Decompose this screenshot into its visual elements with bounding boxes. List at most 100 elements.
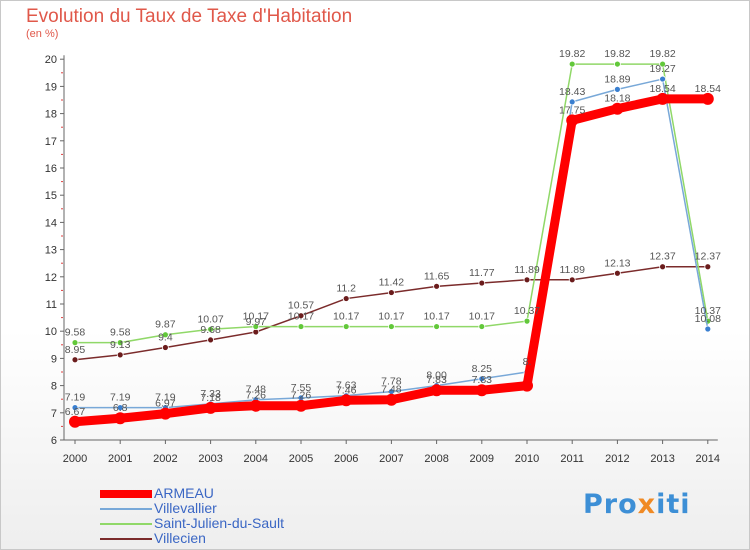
data-label: 11.42 (379, 277, 405, 289)
data-point (568, 276, 576, 284)
legend-label: Saint-Julien-du-Sault (154, 515, 284, 531)
data-point (161, 344, 169, 351)
data-label: 8.25 (472, 363, 493, 375)
data-label: 11.89 (559, 264, 585, 276)
data-point (69, 415, 81, 428)
data-label: 10.37 (695, 305, 721, 317)
data-point (387, 323, 395, 330)
data-label: 12.37 (649, 251, 675, 263)
data-label: 10.17 (378, 311, 404, 323)
data-label: 6.97 (155, 398, 176, 410)
data-label: 18.54 (649, 83, 675, 95)
x-tick-label: 2002 (153, 453, 177, 465)
x-tick-label: 2000 (63, 453, 87, 465)
data-label: 7.19 (110, 392, 131, 404)
data-label: 7.26 (246, 390, 267, 402)
data-point (568, 60, 576, 68)
data-label: 19.82 (649, 48, 675, 60)
data-point (704, 263, 712, 271)
data-point (116, 339, 124, 347)
x-tick-label: 2014 (696, 453, 720, 465)
y-tick-label: 6 (51, 435, 57, 447)
data-point (523, 317, 531, 325)
data-point (523, 276, 531, 284)
x-tick-label: 2008 (424, 453, 448, 465)
x-tick-label: 2003 (198, 453, 222, 465)
chart-subtitle: (en %) (26, 28, 59, 40)
data-label: 10.17 (469, 311, 495, 323)
data-label: 7.33 (200, 388, 221, 400)
data-label: 18.18 (604, 93, 630, 105)
data-point (478, 375, 486, 383)
data-label: 18.54 (695, 83, 721, 95)
logo-part-3: iti (656, 489, 691, 520)
data-point (204, 401, 217, 414)
data-point (207, 336, 215, 344)
data-point (116, 351, 124, 359)
data-point (71, 339, 79, 347)
data-point (161, 331, 169, 339)
data-point (478, 323, 486, 330)
y-tick-label: 8 (51, 381, 57, 393)
data-label: 11.65 (424, 270, 450, 282)
data-label: 10.17 (288, 311, 314, 323)
data-label: 17.75 (559, 104, 585, 116)
data-point (297, 323, 305, 330)
data-point (614, 85, 621, 93)
data-label: 9.68 (200, 324, 221, 336)
data-point (387, 289, 395, 296)
data-label: 7.83 (472, 374, 493, 386)
data-label: 9.97 (246, 316, 267, 328)
data-point (704, 325, 712, 333)
x-tick-label: 2012 (605, 453, 629, 465)
data-point (659, 263, 666, 271)
series-line (75, 78, 709, 409)
data-point (611, 102, 624, 115)
chart-title: Evolution du Taux de Taxe d'Habitation (26, 6, 353, 27)
x-tick-label: 2010 (515, 453, 539, 465)
data-point (566, 114, 579, 127)
data-point (249, 399, 262, 412)
y-tick-label: 14 (45, 217, 57, 229)
data-point (701, 92, 714, 105)
data-point (252, 323, 260, 330)
data-point (478, 279, 486, 287)
y-tick-label: 15 (45, 190, 57, 202)
data-label: 6.8 (113, 402, 128, 414)
data-label: 8.00 (426, 370, 447, 382)
data-point (114, 412, 127, 425)
data-point (385, 393, 398, 406)
data-label: 7.55 (291, 382, 312, 394)
data-label: 7.18 (200, 392, 221, 404)
data-label: 10.37 (514, 305, 540, 317)
data-label: 9.87 (155, 319, 176, 331)
data-point (116, 404, 124, 412)
y-tick-label: 10 (45, 326, 57, 338)
legend-label: Villecien (154, 530, 206, 546)
data-label: 10.17 (333, 311, 359, 323)
data-label: 10.17 (423, 311, 449, 323)
x-tick-label: 2007 (379, 453, 403, 465)
x-tick-label: 2011 (560, 453, 584, 465)
y-tick-label: 13 (45, 245, 57, 257)
data-label: 9.58 (110, 327, 131, 339)
data-label: 12.37 (695, 251, 721, 263)
legend-swatch (100, 523, 152, 525)
data-point (71, 404, 79, 412)
data-label: 7.19 (155, 392, 176, 404)
data-label: 10.17 (243, 311, 269, 323)
data-point (475, 384, 488, 397)
data-label: 7.83 (426, 374, 447, 386)
data-label: 10.08 (695, 313, 721, 325)
x-tick-label: 2009 (470, 453, 494, 465)
data-point (614, 269, 621, 277)
data-point (430, 384, 443, 397)
data-point (614, 60, 621, 68)
y-tick-label: 11 (46, 299, 57, 311)
logo-part-2: x (637, 489, 657, 520)
x-tick-label: 2005 (289, 453, 313, 465)
data-point (342, 323, 350, 330)
legend-swatch (100, 538, 152, 540)
data-label: 9.58 (65, 327, 86, 339)
